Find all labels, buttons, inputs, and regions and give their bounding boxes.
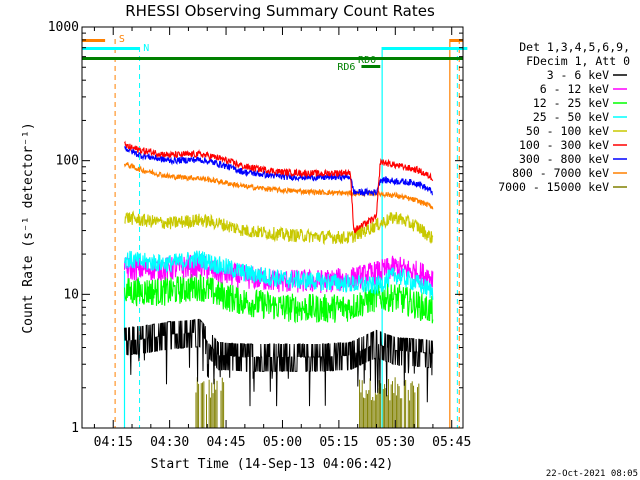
legend-label-300-800-kev: 300 - 800 keV: [519, 152, 609, 166]
legend-label-800-7000-kev: 800 - 7000 keV: [512, 166, 609, 180]
legend-header-line-1: Det 1,3,4,5,6,9,: [519, 40, 630, 54]
series-3-6-kev-line: [124, 318, 434, 407]
legend-header-line-2: FDecim 1, Att 0: [526, 54, 630, 68]
flag-s-bar: [449, 39, 463, 42]
flag-label-n: N: [143, 43, 149, 54]
x-tick-label: 05:15: [319, 435, 358, 450]
y-tick-label: 1000: [48, 20, 79, 35]
x-tick-label: 05:45: [432, 435, 471, 450]
x-tick-label: 05:00: [263, 435, 302, 450]
x-axis-label: Start Time (14-Sep-13 04:06:42): [151, 457, 394, 472]
series-300-800-kev-line: [124, 145, 433, 197]
series-800-7000-kev-line: [123, 162, 434, 210]
flag-label-rd6: RD6: [337, 62, 355, 73]
series-25-50-kev-line: [123, 250, 434, 300]
legend-label-12-25-kev: 12 - 25 keV: [533, 96, 609, 110]
legend-label-6-12-kev: 6 - 12 keV: [540, 82, 609, 96]
legend-label-50-100-kev: 50 - 100 keV: [526, 124, 609, 138]
x-tick-label: 05:30: [376, 435, 415, 450]
plot-frame: [81, 26, 464, 429]
flag-rd0-bar: [361, 65, 381, 68]
legend: Det 1,3,4,5,6,9, FDecim 1, Att 0 3 - 6 k…: [498, 40, 630, 194]
flag-n-bar: [82, 47, 140, 50]
x-tick-label: 04:45: [206, 435, 245, 450]
flag-n-bar: [382, 47, 468, 50]
x-tick-label: 04:15: [94, 435, 133, 450]
series-100-300-kev-line: [124, 140, 434, 234]
chart-title: RHESSI Observing Summary Count Rates: [125, 2, 435, 20]
legend-label-3-6-kev: 3 - 6 keV: [547, 68, 609, 82]
flag-label-s: S: [119, 34, 125, 45]
series-12-25-kev-line: [123, 273, 434, 324]
x-tick-label: 04:30: [150, 435, 189, 450]
legend-label-7000-15000-kev: 7000 - 15000 keV: [498, 180, 609, 194]
legend-label-25-50-kev: 25 - 50 keV: [533, 110, 609, 124]
y-axis-label: Count Rate (s⁻¹ detector⁻¹): [21, 122, 36, 333]
y-tick-label: 1: [71, 421, 79, 436]
flag-label-rd0: RD0: [358, 55, 376, 66]
ticks-layer: 1 10 100 1000 04:15 04:30 04:45 05:00 05:15 05:30…: [48, 20, 472, 450]
date-stamp: 22-Oct-2021 08:05: [546, 469, 638, 479]
flag-rd6-bar: [82, 57, 463, 60]
y-tick-label: 100: [56, 154, 79, 169]
y-tick-label: 10: [63, 287, 79, 302]
flag-s-bar: [82, 39, 106, 42]
legend-label-100-300-kev: 100 - 300 keV: [519, 138, 609, 152]
series-50-100-kev-line: [124, 210, 434, 246]
